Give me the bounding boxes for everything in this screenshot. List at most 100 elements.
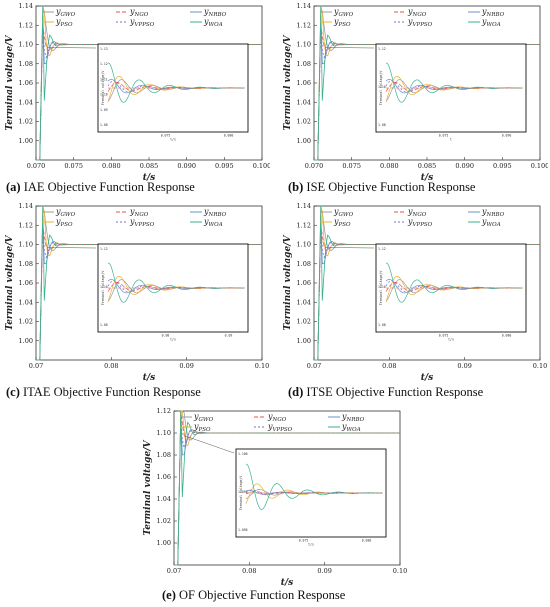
inset-x-tick-label: 0.075 [439, 134, 449, 138]
y-tick-label: 1.04 [19, 98, 33, 106]
x-tick-label: 0.090 [455, 162, 474, 170]
x-tick-label: 0.08 [242, 567, 256, 575]
legend-label-gwo: yGWO [55, 207, 76, 218]
x-tick-label: 0.10 [533, 362, 547, 370]
caption-b: (b) ISE Objective Function Response [288, 180, 475, 195]
x-tick-label: 0.090 [177, 162, 196, 170]
inset-x-tick-label: 0.090 [502, 134, 512, 138]
inset-x-tick-label: 0.080 [224, 134, 234, 138]
chart-panel-d: 1.00 1.02 1.04 1.06 1.08 1.10 1.12 1.14 0.07 0.08… [278, 200, 548, 385]
caption-d-text: ITSE Objective Function Response [306, 385, 484, 399]
x-tick-label: 0.09 [317, 567, 331, 575]
inset-y-tick-label: 1.10 [100, 93, 108, 97]
legend-label-woa: yWOA [481, 217, 501, 228]
y-tick-label: 1.08 [19, 260, 33, 268]
inset-y-tick-label: 1.08 [100, 123, 108, 127]
y-tick-label: 1.06 [19, 279, 33, 287]
inset-y-tick-label: 1.08 [100, 323, 108, 327]
x-tick-label: 0.085 [418, 162, 437, 170]
y-tick-label: 1.12 [297, 21, 311, 29]
y-tick-label: 1.10 [19, 241, 33, 249]
x-tick-label: 0.070 [305, 162, 324, 170]
y-tick-label: 1.00 [297, 137, 311, 145]
x-tick-label: 0.100 [531, 162, 548, 170]
y-tick-label: 1.06 [297, 279, 311, 287]
legend-label-vppso: yVPPSO [129, 217, 155, 228]
inset-x-tick-label: 0.075 [439, 334, 449, 338]
inset-x-axis-title: t/s [170, 138, 176, 142]
caption-c-letter: (c) [6, 385, 20, 399]
legend-label-pso: yPSO [55, 17, 73, 28]
y-tick-label: 1.04 [157, 495, 171, 503]
legend-label-nrbo: yNRBO [481, 207, 505, 218]
x-axis-title: t/s [143, 373, 156, 383]
x-tick-label: 0.075 [64, 162, 83, 170]
y-tick-label: 1.04 [297, 298, 311, 306]
x-tick-label: 0.07 [307, 362, 321, 370]
inset-x-axis-title: t/s [170, 338, 176, 342]
y-tick-label: 1.00 [19, 137, 33, 145]
y-tick-label: 1.02 [19, 318, 33, 326]
inset-x-tick-label: 0.075 [299, 539, 309, 543]
inset-y-tick-label: 1.12 [100, 62, 108, 66]
y-tick-label: 1.08 [19, 60, 33, 68]
inset-y-axis-title: Terminal voltage/V [239, 476, 243, 511]
inset-y-axis-title: Terminal voltage/V [379, 271, 383, 306]
inset-x-axis-title: t [450, 138, 452, 142]
inset-connector [47, 47, 97, 49]
inset-connector [185, 435, 235, 454]
caption-c: (c) ITAE Objective Function Response [6, 385, 201, 400]
inset-x-tick-label: 0.080 [502, 334, 512, 338]
legend-label-ngo: yNGO [407, 207, 427, 218]
legend-label-pso: yPSO [333, 17, 351, 28]
x-tick-label: 0.07 [29, 362, 43, 370]
y-tick-label: 1.04 [19, 298, 33, 306]
legend-label-gwo: yGWO [193, 412, 214, 423]
legend-label-vppso: yVPPSO [407, 217, 433, 228]
legend-label-woa: yWOA [481, 17, 501, 28]
inset-y-tick-label: 1.13 [100, 47, 108, 51]
y-tick-label: 1.00 [297, 337, 311, 345]
legend-label-pso: yPSO [55, 217, 73, 228]
y-axis-title: Terminal voltage/V [5, 235, 15, 331]
y-tick-label: 1.06 [157, 473, 171, 481]
inset-series-woa [107, 62, 245, 103]
inset-connector [325, 47, 375, 49]
inset-y-axis-title: Terminal voltage/V [101, 71, 105, 106]
caption-a-text: IAE Objective Function Response [23, 180, 195, 194]
x-tick-label: 0.10 [255, 362, 269, 370]
x-tick-label: 0.10 [393, 567, 407, 575]
inset-x-tick-label: 0.080 [362, 539, 372, 543]
inset-y-tick-label: 1.10 [378, 285, 386, 289]
chart-panel-e: 1.00 1.02 1.04 1.06 1.08 1.10 1.12 0.07 0.08 0.09… [138, 405, 408, 590]
inset-y-tick-label: 1.12 [100, 247, 108, 251]
inset-y-axis-title: Terminal voltage/V [101, 271, 105, 306]
legend-label-gwo: yGWO [333, 7, 354, 18]
legend-label-pso: yPSO [333, 217, 351, 228]
y-axis-title: Terminal voltage/V [5, 35, 15, 131]
y-tick-label: 1.02 [297, 118, 311, 126]
inset-series-vppso [245, 489, 382, 496]
legend-label-ngo: yNGO [129, 7, 149, 18]
legend-label-ngo: yNGO [267, 412, 287, 423]
inset-y-tick-label: 1.100 [238, 452, 248, 456]
legend-label-ngo: yNGO [407, 7, 427, 18]
legend-label-pso: yPSO [193, 422, 211, 433]
x-axis-title: t/s [143, 173, 156, 183]
inset-x-tick-label: 0.09 [225, 334, 233, 338]
caption-e-letter: (e) [162, 588, 176, 602]
y-axis-title: Terminal voltage/V [143, 440, 153, 536]
caption-b-text: ISE Objective Function Response [306, 180, 476, 194]
legend-label-woa: yWOA [203, 217, 223, 228]
x-tick-label: 0.09 [457, 362, 471, 370]
caption-a: (a) IAE Objective Function Response [6, 180, 195, 195]
legend-label-vppso: yVPPSO [129, 17, 155, 28]
y-tick-label: 1.10 [297, 41, 311, 49]
legend-label-gwo: yGWO [333, 207, 354, 218]
inset-series-woa [385, 62, 523, 103]
inset-x-tick-label: 0.08 [162, 334, 170, 338]
caption-a-letter: (a) [6, 180, 21, 194]
x-tick-label: 0.080 [102, 162, 121, 170]
inset-y-tick-label: 1.08 [378, 323, 386, 327]
legend-label-nrbo: yNRBO [203, 7, 227, 18]
